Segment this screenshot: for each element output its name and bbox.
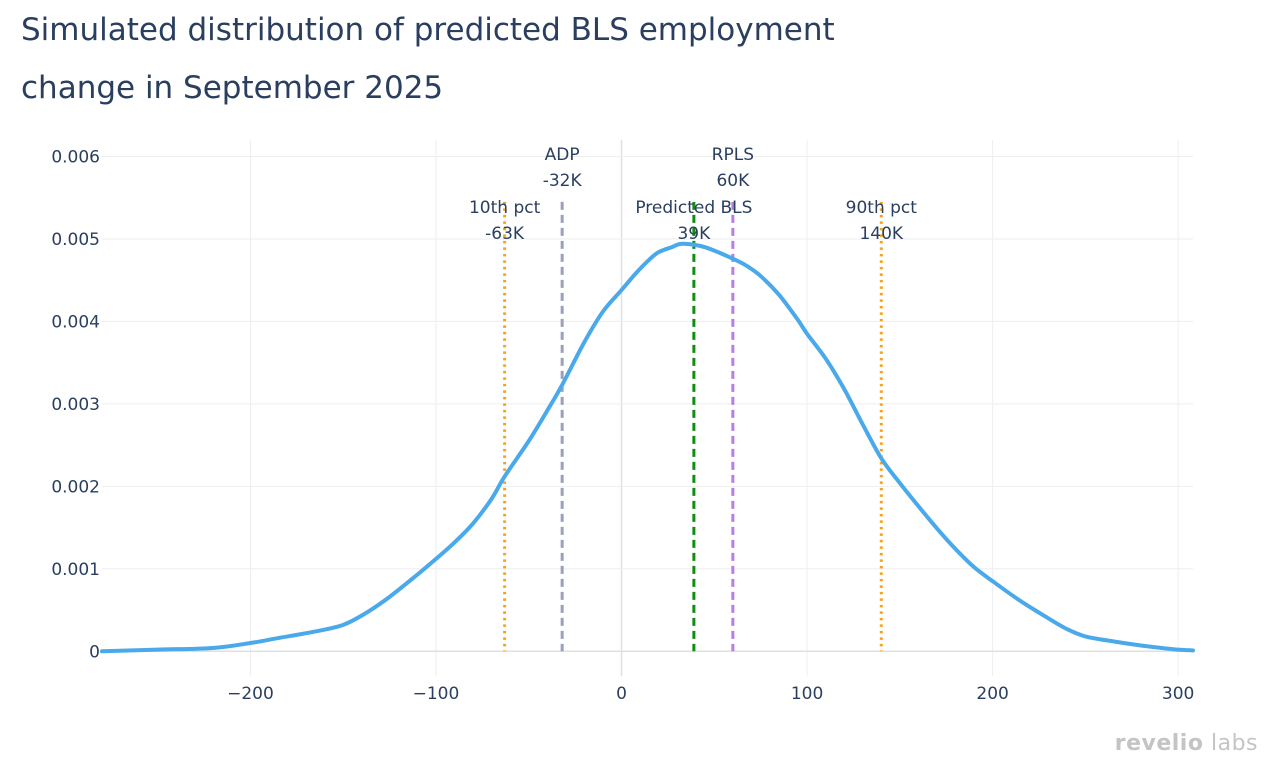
y-tick-label: 0.005 <box>51 230 100 250</box>
revelio-labs-logo: revelio labs <box>1115 731 1258 756</box>
ref-label-90th-pct: 90th pct <box>846 198 918 218</box>
y-tick-label: 0.001 <box>51 560 100 580</box>
x-tick-label: 100 <box>791 684 823 704</box>
density-curve <box>100 241 1195 654</box>
chart-title-line-1: Simulated distribution of predicted BLS … <box>21 12 835 48</box>
axis-labels: −200 −100 0 100 200 300 0 0.001 0.002 0.003 0.004 0… <box>51 147 1194 704</box>
logo-part-1: revelio <box>1114 731 1204 756</box>
logo-part-2: labs <box>1210 731 1258 756</box>
ref-label-adp: ADP <box>545 145 580 165</box>
y-tick-label: 0.006 <box>51 147 100 167</box>
reference-annotations: 10th pct -63K ADP -32K Predicted BLS 39K RPLS 6… <box>469 145 917 244</box>
y-tick-label: 0.003 <box>51 395 100 415</box>
density-curve-layer <box>100 241 1195 654</box>
x-tick-label: 300 <box>1162 684 1194 704</box>
ref-label-rpls: RPLS <box>712 145 754 165</box>
ref-label-10th-pct: 10th pct <box>469 198 541 218</box>
x-tick-label: −100 <box>413 684 460 704</box>
ref-value-90th-pct: 140K <box>859 224 903 244</box>
ref-value-10th-pct: -63K <box>485 224 525 244</box>
ref-value-predicted-bls: 39K <box>677 224 711 244</box>
y-tick-label: 0.004 <box>51 312 100 332</box>
y-tick-label: 0.002 <box>51 477 100 497</box>
x-tick-label: 200 <box>976 684 1008 704</box>
chart-title-line-2: change in September 2025 <box>21 70 444 106</box>
x-tick-label: 0 <box>616 684 627 704</box>
y-tick-label: 0 <box>89 642 100 662</box>
ref-value-rpls: 60K <box>716 171 750 191</box>
ref-value-adp: -32K <box>543 171 583 191</box>
reference-lines <box>503 201 883 652</box>
ref-label-predicted-bls: Predicted BLS <box>635 198 752 218</box>
x-tick-label: −200 <box>227 684 274 704</box>
grid-layer <box>102 140 1193 676</box>
